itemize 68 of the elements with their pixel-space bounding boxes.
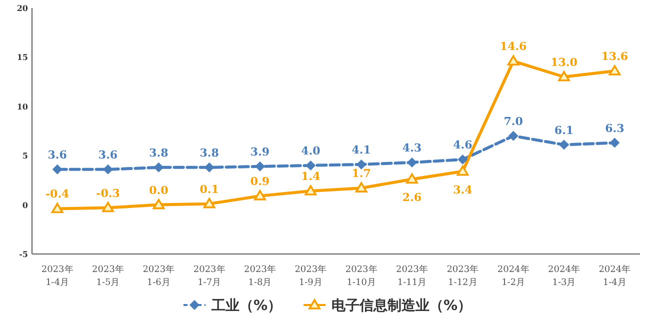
data-label: 3.6 xyxy=(98,148,118,162)
point xyxy=(356,159,366,170)
point xyxy=(51,202,64,214)
x-tick-label: 2023年 1-7月 xyxy=(193,264,226,288)
data-label: 0.1 xyxy=(200,182,219,196)
point xyxy=(255,161,265,172)
y-tick-label: 5 xyxy=(22,150,28,161)
point xyxy=(610,138,620,148)
data-label: 13.6 xyxy=(601,50,628,63)
x-tick-label: 2023年 1-10月 xyxy=(345,264,378,288)
point xyxy=(507,55,520,66)
data-label: 4.1 xyxy=(352,143,371,156)
data-label: -0.3 xyxy=(96,186,120,200)
data-label: 3.9 xyxy=(250,145,270,158)
data-label: 6.1 xyxy=(554,124,574,137)
point xyxy=(304,185,317,196)
x-tick-label: 2023年 1-6月 xyxy=(142,264,175,288)
data-label: 4.3 xyxy=(402,141,422,154)
y-tick-label: 20 xyxy=(16,3,28,13)
legend-label: 工业（%） xyxy=(210,298,282,314)
y-tick-label: 15 xyxy=(16,52,28,62)
data-label: 0.9 xyxy=(250,174,270,188)
data-label: 1.4 xyxy=(301,170,321,184)
x-tick-label: 2023年 1-4月 xyxy=(41,264,74,288)
data-label: 14.6 xyxy=(500,40,528,54)
point xyxy=(508,130,518,141)
data-label: 3.8 xyxy=(200,146,220,160)
point xyxy=(154,162,164,172)
point xyxy=(608,65,621,76)
y-tick-label: -5 xyxy=(19,249,28,259)
data-label: -0.4 xyxy=(45,188,70,201)
point xyxy=(406,173,418,184)
x-tick-label: 2023年 1-11月 xyxy=(396,264,428,288)
x-tick-label: 2024年 1-3月 xyxy=(548,264,580,288)
data-label: 0.0 xyxy=(149,184,169,197)
data-label: 4.0 xyxy=(301,144,321,158)
x-tick-label: 2024年 1-2月 xyxy=(497,264,530,288)
data-label: 2.6 xyxy=(402,191,422,204)
point xyxy=(559,140,569,150)
data-label: 3.6 xyxy=(48,148,68,162)
point xyxy=(456,165,469,176)
point xyxy=(204,162,214,172)
x-tick-label: 2023年 1-8月 xyxy=(244,264,276,288)
data-label: 6.3 xyxy=(605,122,624,135)
data-label: 1.7 xyxy=(352,167,371,180)
point xyxy=(558,70,570,82)
point xyxy=(355,182,368,192)
data-label: 3.8 xyxy=(149,146,169,160)
point xyxy=(203,198,216,208)
point xyxy=(152,198,165,210)
data-label: 3.4 xyxy=(453,183,473,196)
point xyxy=(407,157,417,168)
data-label: 13.0 xyxy=(550,56,578,69)
point xyxy=(458,154,468,165)
x-tick-label: 2023年 1-5月 xyxy=(92,264,124,288)
x-tick-label: 2023年 1-9月 xyxy=(294,264,327,288)
point xyxy=(103,164,113,174)
data-label: 4.6 xyxy=(453,138,473,152)
y-tick-label: 10 xyxy=(16,101,28,112)
data-label: 7.0 xyxy=(504,114,524,128)
y-tick-label: 0 xyxy=(22,200,28,210)
point xyxy=(254,190,266,200)
x-tick-label: 2023年 1-12月 xyxy=(446,264,479,288)
x-tick-label: 2024年 1-4月 xyxy=(598,264,631,288)
legend-label: 电子信息制造业（%） xyxy=(332,298,472,314)
point xyxy=(102,202,114,212)
point xyxy=(306,160,316,170)
point xyxy=(52,164,62,174)
